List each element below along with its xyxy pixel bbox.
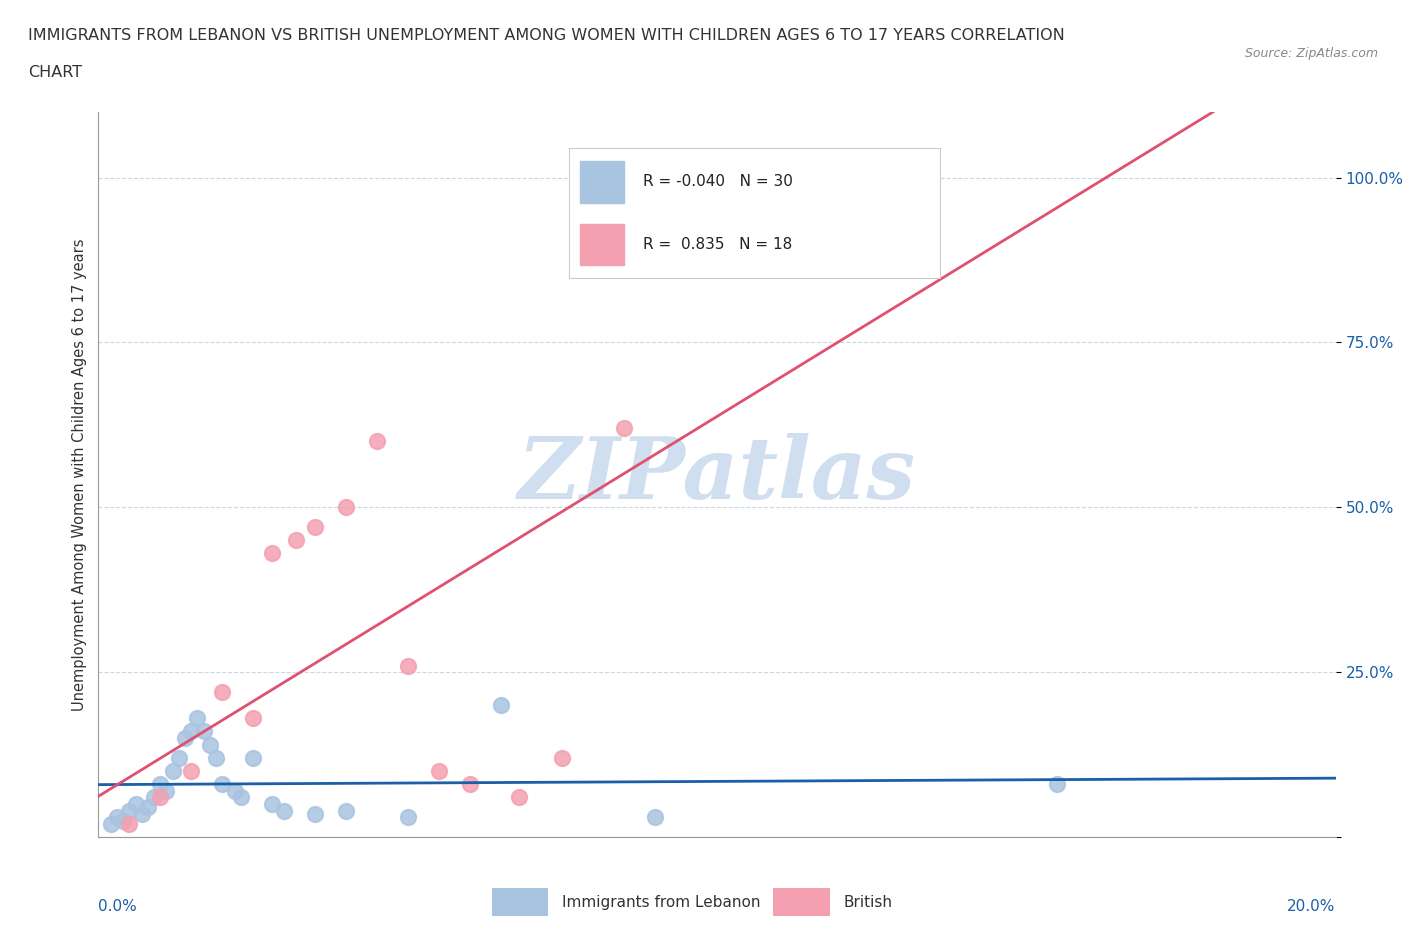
Point: [131, 806, 153, 821]
Point: [118, 817, 141, 831]
Text: IMMIGRANTS FROM LEBANON VS BRITISH UNEMPLOYMENT AMONG WOMEN WITH CHILDREN AGES 6: IMMIGRANTS FROM LEBANON VS BRITISH UNEMP…: [28, 28, 1064, 43]
Point: [260, 797, 283, 812]
Point: [124, 797, 146, 812]
Text: ZIPatlas: ZIPatlas: [517, 432, 917, 516]
Text: Source: ZipAtlas.com: Source: ZipAtlas.com: [1244, 46, 1378, 60]
Point: [285, 533, 308, 548]
Point: [143, 790, 166, 804]
Point: [891, 170, 914, 185]
Point: [675, 256, 697, 271]
Text: CHART: CHART: [28, 65, 82, 80]
Point: [180, 764, 202, 778]
Point: [205, 751, 228, 765]
Point: [186, 711, 208, 725]
Point: [508, 790, 530, 804]
Point: [136, 800, 159, 815]
Text: Immigrants from Lebanon: Immigrants from Lebanon: [562, 895, 761, 910]
Point: [155, 783, 177, 798]
Point: [229, 790, 252, 804]
Point: [335, 499, 357, 514]
Point: [273, 804, 295, 818]
Point: [211, 684, 233, 699]
Point: [242, 751, 264, 765]
Point: [427, 764, 450, 778]
Point: [335, 804, 357, 818]
Point: [489, 698, 512, 712]
Point: [551, 751, 574, 765]
Point: [613, 420, 636, 435]
Text: 0.0%: 0.0%: [98, 898, 138, 913]
Point: [180, 724, 202, 739]
Point: [224, 783, 246, 798]
Point: [174, 731, 197, 746]
Point: [304, 520, 326, 535]
Y-axis label: Unemployment Among Women with Children Ages 6 to 17 years: Unemployment Among Women with Children A…: [72, 238, 87, 711]
Point: [1046, 777, 1069, 791]
Point: [396, 810, 419, 825]
Point: [211, 777, 233, 791]
Point: [118, 804, 141, 818]
Text: British: British: [844, 895, 893, 910]
Point: [193, 724, 215, 739]
Point: [458, 777, 481, 791]
Point: [644, 810, 666, 825]
Point: [242, 711, 264, 725]
Point: [304, 806, 326, 821]
Point: [162, 764, 184, 778]
Point: [396, 658, 419, 673]
Point: [100, 817, 122, 831]
Point: [167, 751, 190, 765]
Point: [112, 813, 135, 828]
Point: [105, 810, 128, 825]
Text: 20.0%: 20.0%: [1288, 898, 1336, 913]
Point: [260, 546, 283, 561]
Point: [149, 790, 172, 804]
Point: [149, 777, 172, 791]
Point: [366, 434, 388, 449]
Point: [198, 737, 221, 752]
